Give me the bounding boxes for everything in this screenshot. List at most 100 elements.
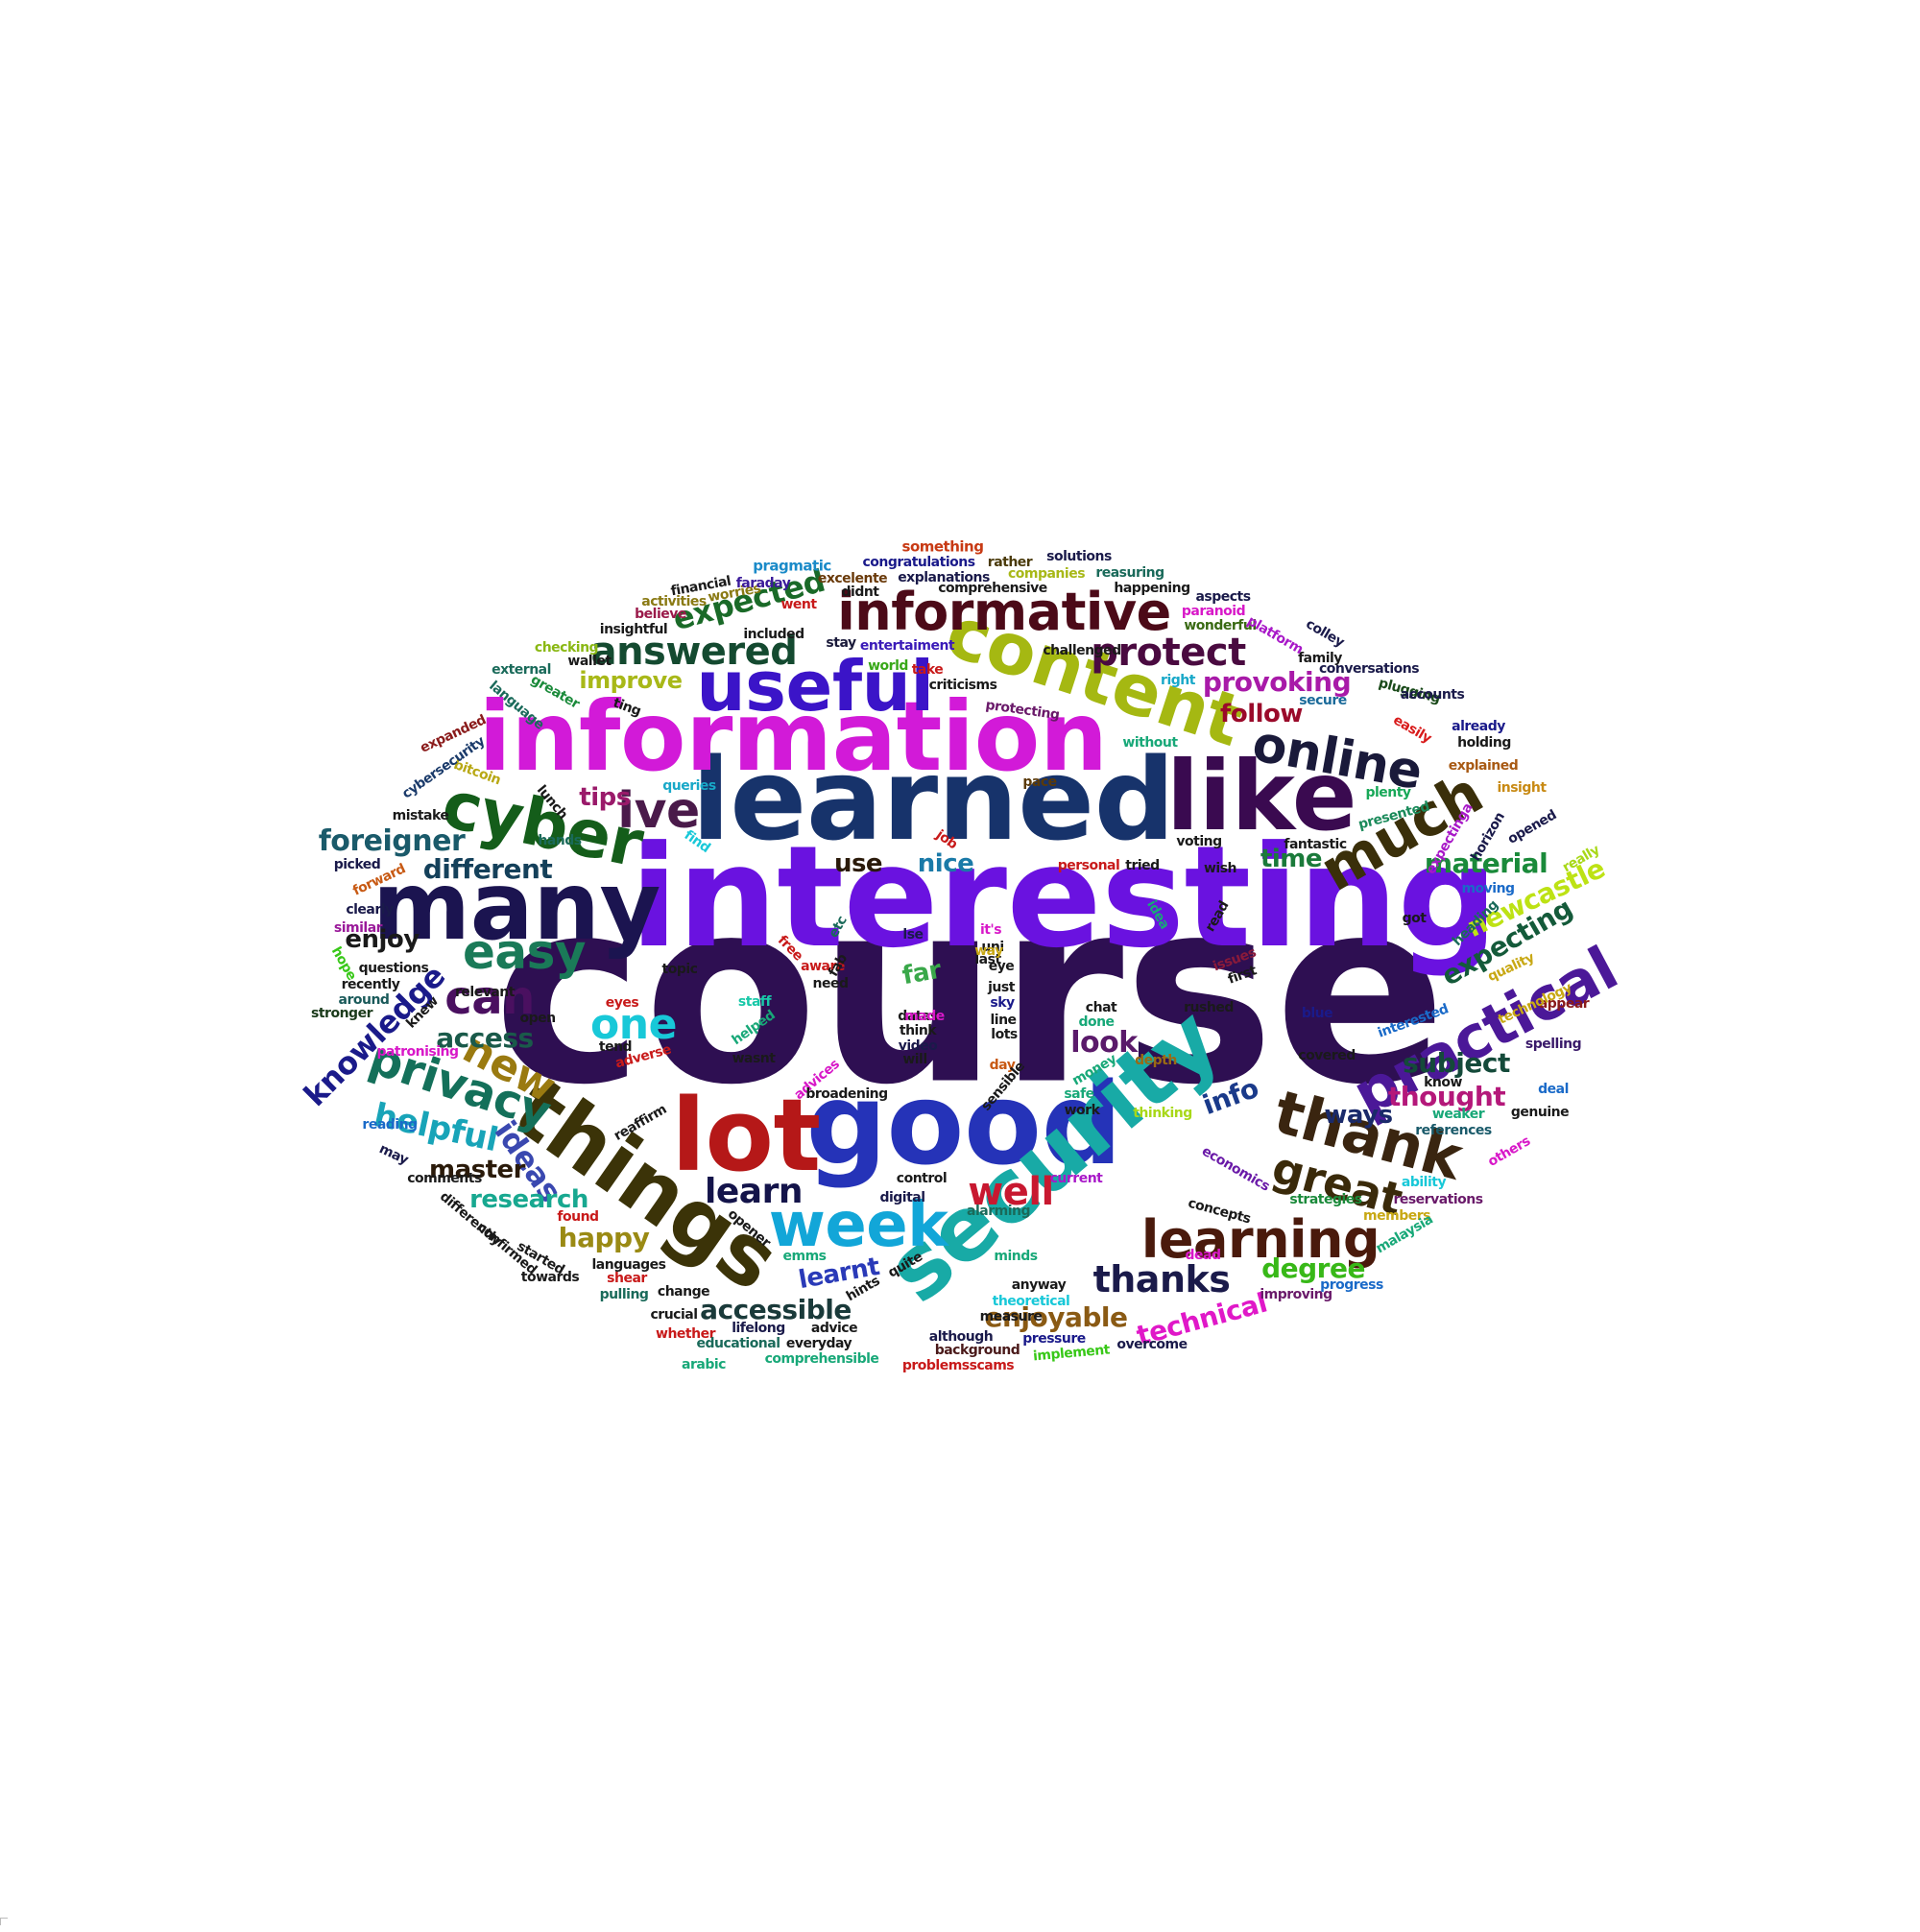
word-look: look (1070, 1026, 1138, 1060)
word-small: believe (635, 607, 686, 622)
word-small: background (934, 1343, 1020, 1358)
word-accessible: accessible (700, 1294, 852, 1325)
word-small: it's (979, 922, 1002, 938)
word-access: access (436, 1022, 534, 1054)
word-small: insight (1497, 780, 1547, 796)
word-small: economics (1199, 1143, 1272, 1195)
word-small: pressure (1022, 1331, 1086, 1347)
word-small: wasnt (732, 1051, 776, 1066)
word-small: topic (661, 962, 698, 977)
word-tips: tips (579, 783, 631, 812)
word-small: eyes (605, 995, 639, 1011)
word-small: plenty (1365, 785, 1411, 800)
word-small: relevant (455, 985, 515, 1000)
word-small: faraday (735, 576, 791, 591)
word-small: dead (1185, 1248, 1222, 1263)
word-small: problemsscams (901, 1358, 1015, 1373)
word-small: insightful (599, 622, 668, 637)
word-small: weaker (1431, 1107, 1485, 1122)
word-small: holding (1457, 735, 1511, 751)
word-small: although (928, 1329, 994, 1345)
word-small: patronising (376, 1044, 459, 1060)
word-small: way (974, 943, 1003, 959)
word-degree: degree (1261, 1252, 1365, 1284)
word-small: will (902, 1052, 927, 1067)
word-small: progress (1320, 1277, 1383, 1293)
word-small: tend (598, 1039, 633, 1055)
word-lot: lot (671, 1077, 821, 1194)
word-small: alarming (967, 1204, 1030, 1219)
word-small: external (492, 662, 551, 678)
word-week: week (768, 1190, 948, 1261)
word-small: happening (1114, 581, 1190, 596)
word-small: moving (1461, 881, 1515, 896)
word-research: research (469, 1185, 588, 1214)
word-thought: thought (1387, 1081, 1506, 1112)
word-small: without (1122, 735, 1178, 751)
word-course: course (492, 845, 1447, 1141)
word-small: questions (358, 961, 429, 976)
word-small: conversations (1318, 661, 1420, 677)
word-follow: follow (1220, 700, 1303, 728)
word-small: rushed (1184, 1000, 1234, 1015)
word-small: colley (1303, 616, 1347, 651)
word-small: wish (1203, 861, 1237, 876)
word-small: think (899, 1023, 937, 1038)
word-small: educational (696, 1336, 780, 1351)
word-small: chat (1085, 1000, 1117, 1015)
word-small: datas (898, 1009, 938, 1024)
word-enjoyable: enjoyable (984, 1301, 1128, 1333)
word-learning: learning (1140, 1209, 1380, 1270)
word-small: just (988, 980, 1015, 995)
word-small: included (743, 627, 804, 642)
word-small: pace (1022, 775, 1057, 790)
word-small: activities (641, 594, 707, 609)
word-small: safe (1064, 1086, 1094, 1102)
word-small: towards (520, 1270, 580, 1285)
word-small: right (1161, 673, 1195, 688)
word-small: appear (1538, 996, 1590, 1012)
word-small: reservations (1393, 1192, 1483, 1207)
word-small: improving (1260, 1287, 1332, 1302)
word-small: paranoid (1181, 604, 1246, 619)
word-good: good (805, 1058, 1122, 1190)
word-small: got (1402, 911, 1427, 926)
word-small: digital (879, 1190, 925, 1205)
word-small: something (901, 537, 984, 556)
word-small: checking (534, 640, 599, 656)
word-ive: ive (617, 782, 700, 840)
word-small: family (1298, 651, 1342, 666)
word-small: staff (737, 994, 772, 1010)
word-small: crucial (650, 1307, 698, 1323)
word-protect: protect (1091, 631, 1246, 675)
word-small: arabic (682, 1357, 726, 1372)
word-small: criticisms (928, 678, 997, 693)
word-small: recently (341, 977, 400, 992)
word-enjoy: enjoy (345, 925, 420, 954)
word-small: current (1049, 1171, 1103, 1186)
word-small: uni (981, 940, 1004, 955)
word-small: done (1078, 1014, 1115, 1030)
word-small: explained (1448, 758, 1519, 774)
word-small: strategies (1289, 1192, 1362, 1207)
word-small: minds (994, 1249, 1038, 1264)
word-small: spelling (1524, 1037, 1582, 1052)
word-small: went (780, 597, 817, 612)
word-small: made (904, 1009, 945, 1024)
word-small: wonderful (1184, 618, 1257, 633)
word-small: reasuring (1095, 565, 1164, 581)
word-small: covered (1298, 1048, 1356, 1063)
word-small: companies (1007, 566, 1086, 582)
word-small: members (1363, 1208, 1430, 1224)
word-small: around (338, 992, 390, 1008)
word-small: advice (810, 1321, 858, 1336)
word-far: far (900, 955, 944, 991)
word-small: personal (1057, 858, 1120, 873)
word-many: many (372, 852, 660, 962)
word-small: accounts (1400, 687, 1465, 703)
word-small: wallet (567, 654, 612, 669)
word-small: picked (333, 857, 381, 872)
word-small: found (557, 1209, 599, 1225)
word-thanks: thanks (1092, 1258, 1231, 1300)
word-small: voting (1176, 834, 1222, 849)
